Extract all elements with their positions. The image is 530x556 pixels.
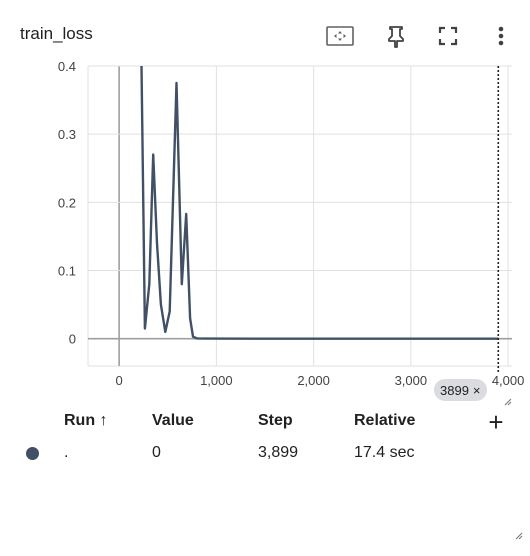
column-header-step[interactable]: Step <box>258 412 293 429</box>
fit-domain-button[interactable] <box>325 22 355 50</box>
cursor-step-label: 3899 <box>440 382 469 398</box>
column-header-run[interactable]: Run ↑ <box>64 412 108 429</box>
series-line <box>140 66 499 340</box>
x-tick-label: 3,000 <box>395 373 428 388</box>
x-tick-label: 1,000 <box>200 373 233 388</box>
y-tick-label: 0.2 <box>58 195 76 210</box>
y-tick-label: 0.3 <box>58 127 76 142</box>
add-column-button[interactable]: + <box>488 407 504 437</box>
pin-button[interactable] <box>381 22 411 50</box>
run-value: 0 <box>152 444 161 461</box>
card-resize-handle-icon[interactable] <box>513 530 523 540</box>
card-title: train_loss <box>20 24 93 43</box>
line-chart[interactable]: 0 1,000 2,000 3,000 4,000 0 0.1 0.2 0.3 0.4 <box>0 62 530 408</box>
y-tick-label: 0.4 <box>58 62 76 74</box>
more-options-button[interactable] <box>486 22 516 50</box>
run-step: 3,899 <box>258 444 299 461</box>
fullscreen-icon <box>438 26 458 46</box>
column-header-value[interactable]: Value <box>152 412 194 429</box>
y-tick-label: 0.1 <box>58 264 76 279</box>
pin-icon <box>388 26 404 48</box>
cursor-step-chip[interactable]: 3899 × <box>434 379 487 401</box>
x-tick-label: 4,000 <box>492 373 525 388</box>
fullscreen-button[interactable] <box>433 22 463 50</box>
y-tick-label: 0 <box>69 332 76 347</box>
more-vert-icon <box>498 26 504 46</box>
run-relative: 17.4 sec <box>354 444 415 461</box>
column-header-relative[interactable]: Relative <box>354 412 416 429</box>
x-tick-label: 2,000 <box>297 373 330 388</box>
run-color-dot <box>26 447 39 460</box>
close-icon[interactable]: × <box>472 382 481 398</box>
fit-domain-icon <box>326 26 354 46</box>
chart-resize-handle-icon[interactable] <box>502 396 512 406</box>
x-tick-label: 0 <box>116 373 123 388</box>
run-name: . <box>64 444 69 461</box>
